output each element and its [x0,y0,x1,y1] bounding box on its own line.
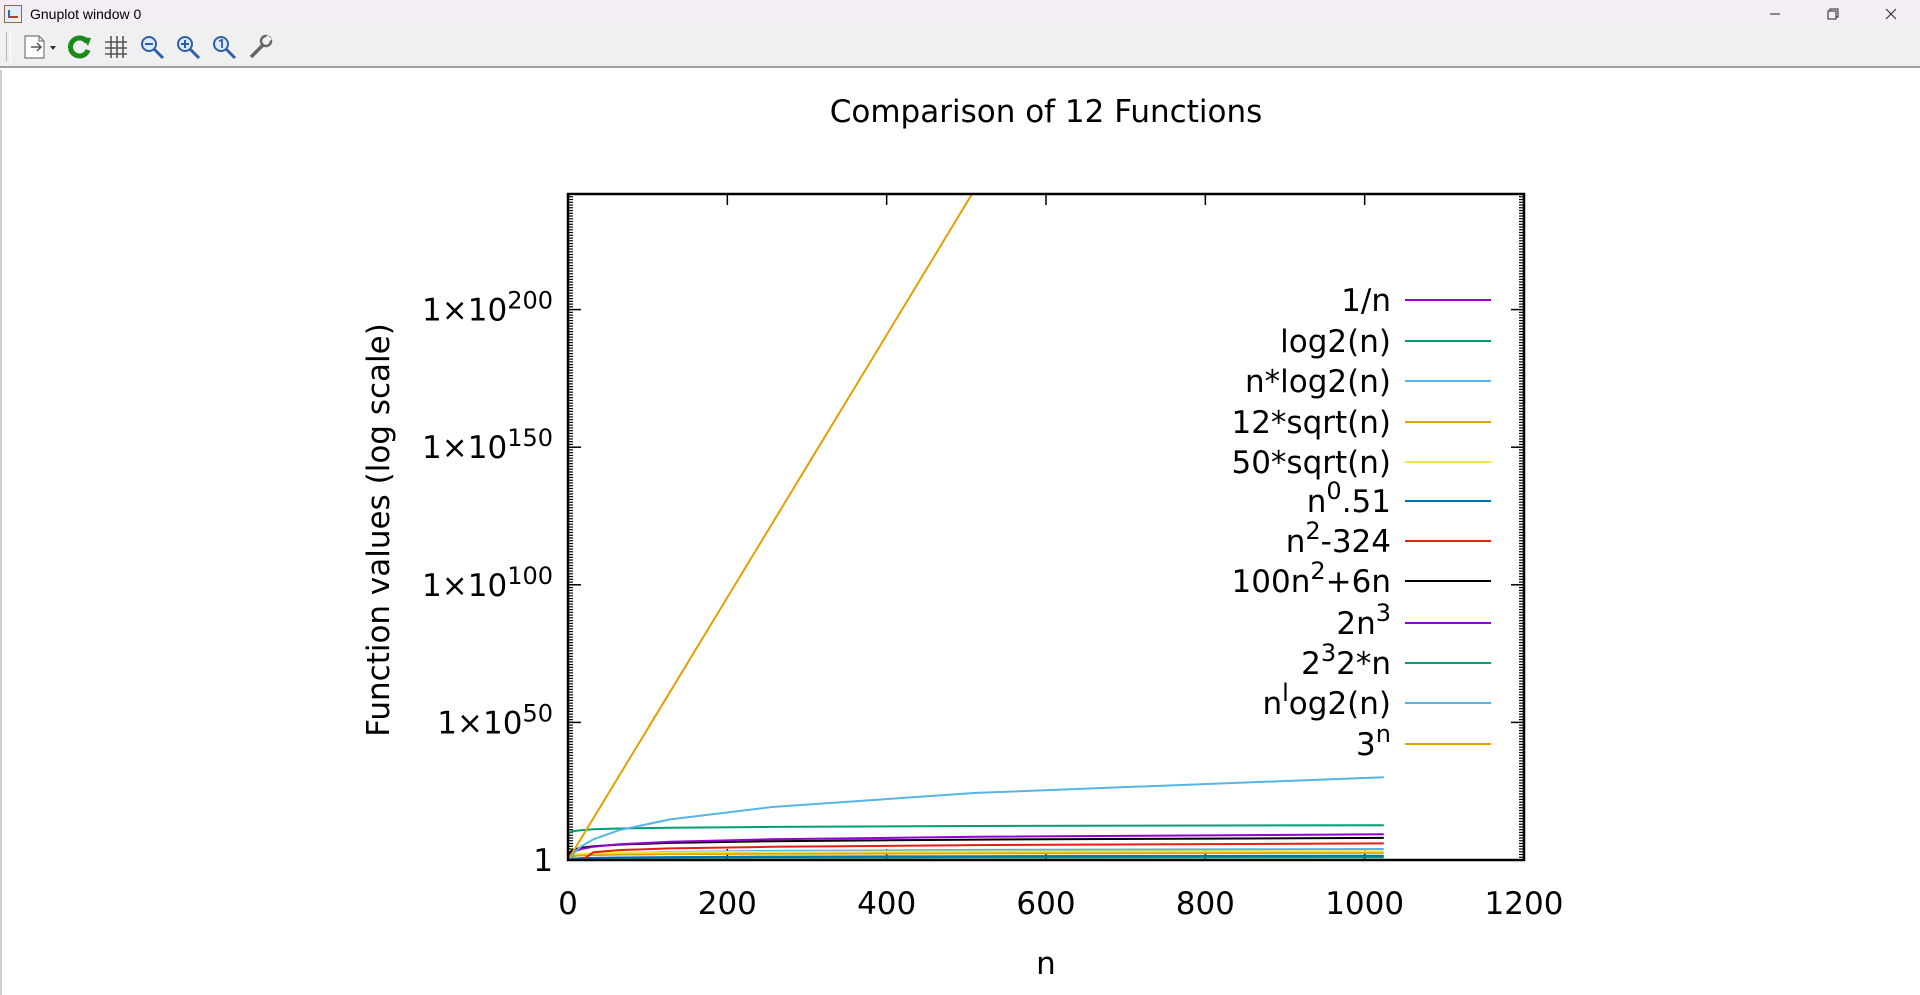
refresh-icon [68,35,91,59]
options-button[interactable] [243,30,277,64]
legend-label: 2n3 [1336,599,1391,642]
legend: 1/nlog2(n)n*log2(n)12*sqrt(n)50*sqrt(n)n… [1231,283,1491,763]
window-title: Gnuplot window 0 [30,6,142,22]
x-tick-label: 200 [698,886,757,922]
legend-label: log2(n) [1280,324,1391,360]
zoom-back-button[interactable] [135,30,169,64]
restore-icon [1827,8,1839,20]
series-line [568,194,974,860]
legend-label: nlog2(n) [1262,679,1391,722]
x-tick-label: 400 [857,886,916,922]
y-tick-label: 1×1050 [437,699,553,741]
legend-label: n2-324 [1286,517,1391,560]
title-bar: Gnuplot window 0 [0,0,1920,28]
close-icon [1885,8,1897,20]
zoom-forward-button[interactable] [171,30,205,64]
axes: 0 200 400 600 800 1000 1200 1 1×1050 1×10100 1×101… [422,193,1564,922]
zoom-reset-icon [213,36,237,60]
zoom-out-icon [141,36,165,60]
document-dropdown-icon [24,35,56,59]
legend-label: 3n [1356,720,1391,763]
plot-area[interactable]: Comparison of 12 Functions n Function va… [0,70,1920,995]
legend-label: 1/n [1341,283,1391,319]
autoscale-button[interactable] [207,30,241,64]
chart: Comparison of 12 Functions n Function va… [361,94,1564,982]
x-tick-label: 600 [1016,886,1075,922]
wrench-icon [249,34,273,59]
chart-title: Comparison of 12 Functions [830,94,1263,130]
window-controls [1746,0,1920,28]
y-tick-label: 1×10150 [422,424,553,466]
zoom-in-icon [177,36,201,60]
series-line [581,842,1384,860]
y-axis-label: Function values (log scale) [361,323,397,737]
legend-label: 12*sqrt(n) [1231,405,1391,441]
toolbar [0,28,1920,68]
plot-frame [566,192,1526,862]
legend-label: 100n2+6n [1232,557,1391,600]
x-tick-label: 1000 [1325,886,1404,922]
y-tick-label: 1×10200 [422,287,553,329]
legend-label: n*log2(n) [1245,364,1391,400]
close-button[interactable] [1862,0,1920,28]
series-line [568,824,1384,835]
toolbar-grip [6,32,11,62]
grid-button[interactable] [99,30,133,64]
minimize-button[interactable] [1746,0,1804,28]
restore-button[interactable] [1804,0,1862,28]
y-tick-label: 1×10100 [422,562,553,604]
y-tick-label: 1 [533,843,553,879]
x-tick-label: 1200 [1485,886,1564,922]
x-tick-label: 800 [1176,886,1235,922]
x-tick-label: 0 [558,886,578,922]
grid-icon [105,36,127,58]
minimize-icon [1770,13,1780,15]
x-axis-label: n [1036,946,1056,982]
legend-label: 50*sqrt(n) [1231,445,1391,481]
replot-button[interactable] [63,30,97,64]
copy-print-menu-button[interactable] [17,30,61,64]
gnuplot-app-icon [4,5,22,23]
legend-label: n0.51 [1307,477,1391,520]
legend-label: 232*n [1301,639,1391,682]
